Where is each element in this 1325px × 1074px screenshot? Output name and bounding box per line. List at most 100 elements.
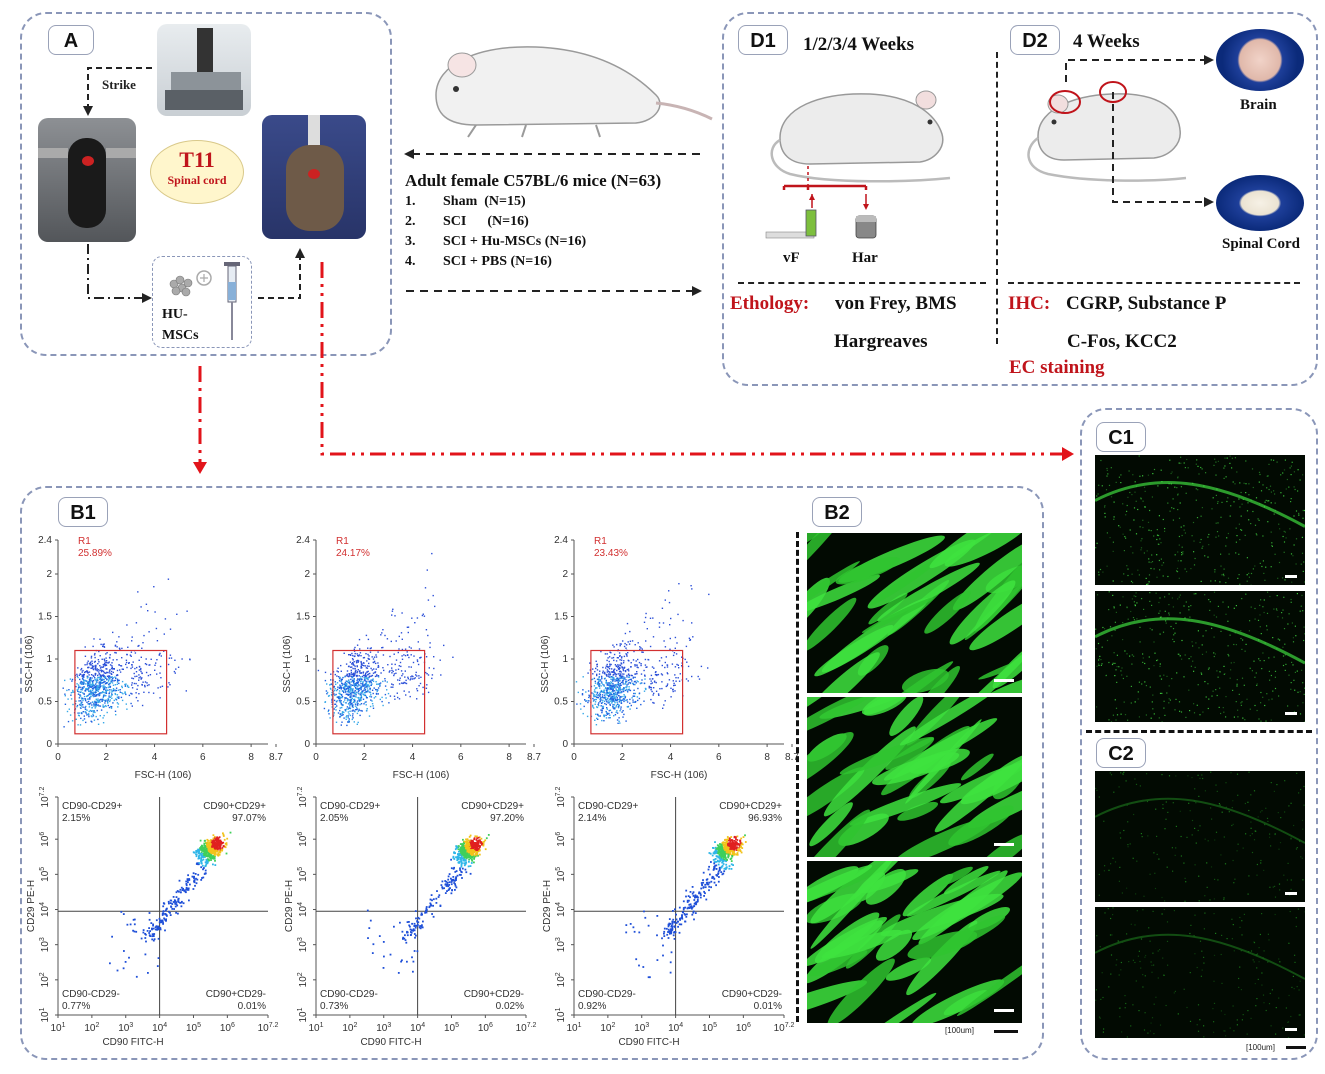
scatter-point [133,672,135,675]
scatter-point [145,603,148,605]
scatter-point [717,863,720,866]
scatter-point [596,706,598,708]
scatter-point [474,848,477,851]
scatter-point [600,691,602,693]
scatter-point [619,643,621,645]
scatter-point [377,687,380,689]
scatter-point [450,883,453,886]
scatter-point [400,960,402,963]
scatter-point [102,722,105,724]
scatter-point [662,622,665,624]
scatter-point [393,673,396,675]
scatter-point [691,675,693,678]
scatter-point [462,845,465,847]
scatter-point [404,939,407,941]
scatter-point [357,654,359,657]
scatter-point [343,691,345,694]
scatter-point [108,679,110,681]
scatter-point [350,699,352,701]
scatter-point [129,923,132,926]
scatter-point [357,660,360,662]
scatter-point [611,691,613,693]
scatter-point [595,687,597,689]
scatter-point [406,651,408,653]
scatter-point [441,887,444,890]
scatter-point [355,682,357,685]
scatter-point [92,711,95,713]
scatter-point [375,662,377,665]
scatter-point [687,906,690,909]
scatter-point [99,667,102,669]
scatter-point [87,703,89,705]
scatter-point [613,678,615,681]
scatter-point [214,854,216,857]
scatter-point [603,715,606,718]
scatter-point [684,920,687,923]
scatter-point [624,632,627,635]
scatter-point [137,684,139,687]
scatter-point [585,700,587,702]
scatter-point [347,675,349,677]
scatter-point [352,688,354,690]
scatter-point [601,696,604,699]
scatter-point [626,655,628,657]
scatter-point [355,662,358,664]
scatter-point [81,686,83,689]
scatter-point [736,848,739,851]
scatter-point [204,854,207,856]
scatter-point [180,905,183,908]
scatter-point [601,676,603,678]
scatter-point [412,960,415,963]
scatter-point [477,844,479,846]
scatter-point [599,691,602,693]
scatter-point [592,700,595,702]
scatter-point [352,704,354,707]
scatter-point [434,605,436,608]
scatter-point [96,668,98,670]
scatter-point [135,682,137,685]
scatter-point [354,689,356,692]
scatter-point [208,859,210,862]
scatter-point [348,675,351,677]
scatter-point [108,706,111,709]
scatter-point [97,684,99,687]
scatter-point [594,682,597,684]
scatter-point [627,641,629,643]
scatter-point [643,690,646,692]
scatter-point [104,702,106,704]
scatter-point [114,679,117,682]
scatter-point [144,686,146,688]
scatter-point [353,701,355,704]
scatter-point [186,879,189,882]
scatter-point [145,671,148,674]
scatter-point [335,701,338,703]
scatter-point [82,711,84,713]
scatter-point [149,664,151,666]
scatter-point [353,672,355,674]
scatter-point [445,880,448,883]
scatter-point [87,685,89,687]
scatter-point [599,683,601,685]
scatter-point [131,636,133,638]
scatter-point [367,670,369,673]
scatter-point [469,853,472,855]
scatter-point [453,879,456,882]
scatter-point [624,677,626,679]
scatter-point [621,666,623,668]
scatter-point [101,658,103,660]
scatter-point [352,663,354,665]
scatter-point [658,626,661,628]
scatter-point [465,856,467,858]
scatter-point [397,696,399,699]
scatter-point [86,688,89,690]
scatter-point [337,671,339,673]
scatter-point [611,676,613,678]
scatter-point [676,642,678,644]
scatter-point [83,674,85,676]
scatter-point [459,843,462,845]
scatter-point [94,674,97,676]
scatter-point [620,662,622,664]
scatter-point [82,692,84,694]
scatter-point [440,884,443,886]
hu-mscs-label-1: HU- [162,307,188,322]
